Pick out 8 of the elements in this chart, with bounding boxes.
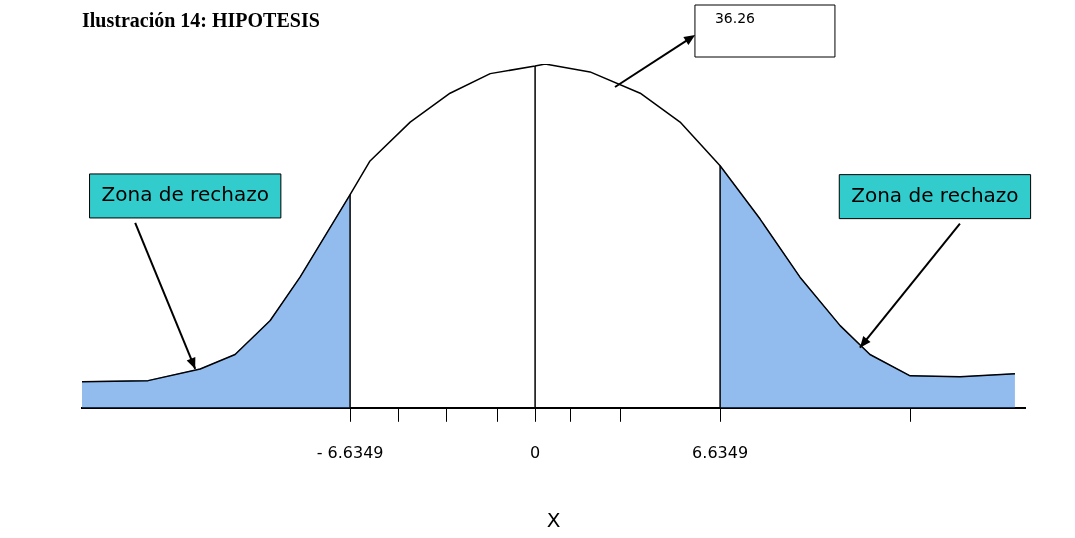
text: 36.26 xyxy=(714,9,756,26)
x-axis-title: X xyxy=(546,508,561,533)
annotation: Zona de rechazo xyxy=(851,182,1019,207)
x-tick-label: 0 xyxy=(530,442,541,462)
x-tick-label: - 6.6349 xyxy=(316,442,384,462)
annotation: Zona de rechazo xyxy=(101,182,269,207)
chart-title: Ilustración 14: HIPOTESIS xyxy=(82,9,320,32)
x-tick-label: 6.6349 xyxy=(692,442,749,462)
